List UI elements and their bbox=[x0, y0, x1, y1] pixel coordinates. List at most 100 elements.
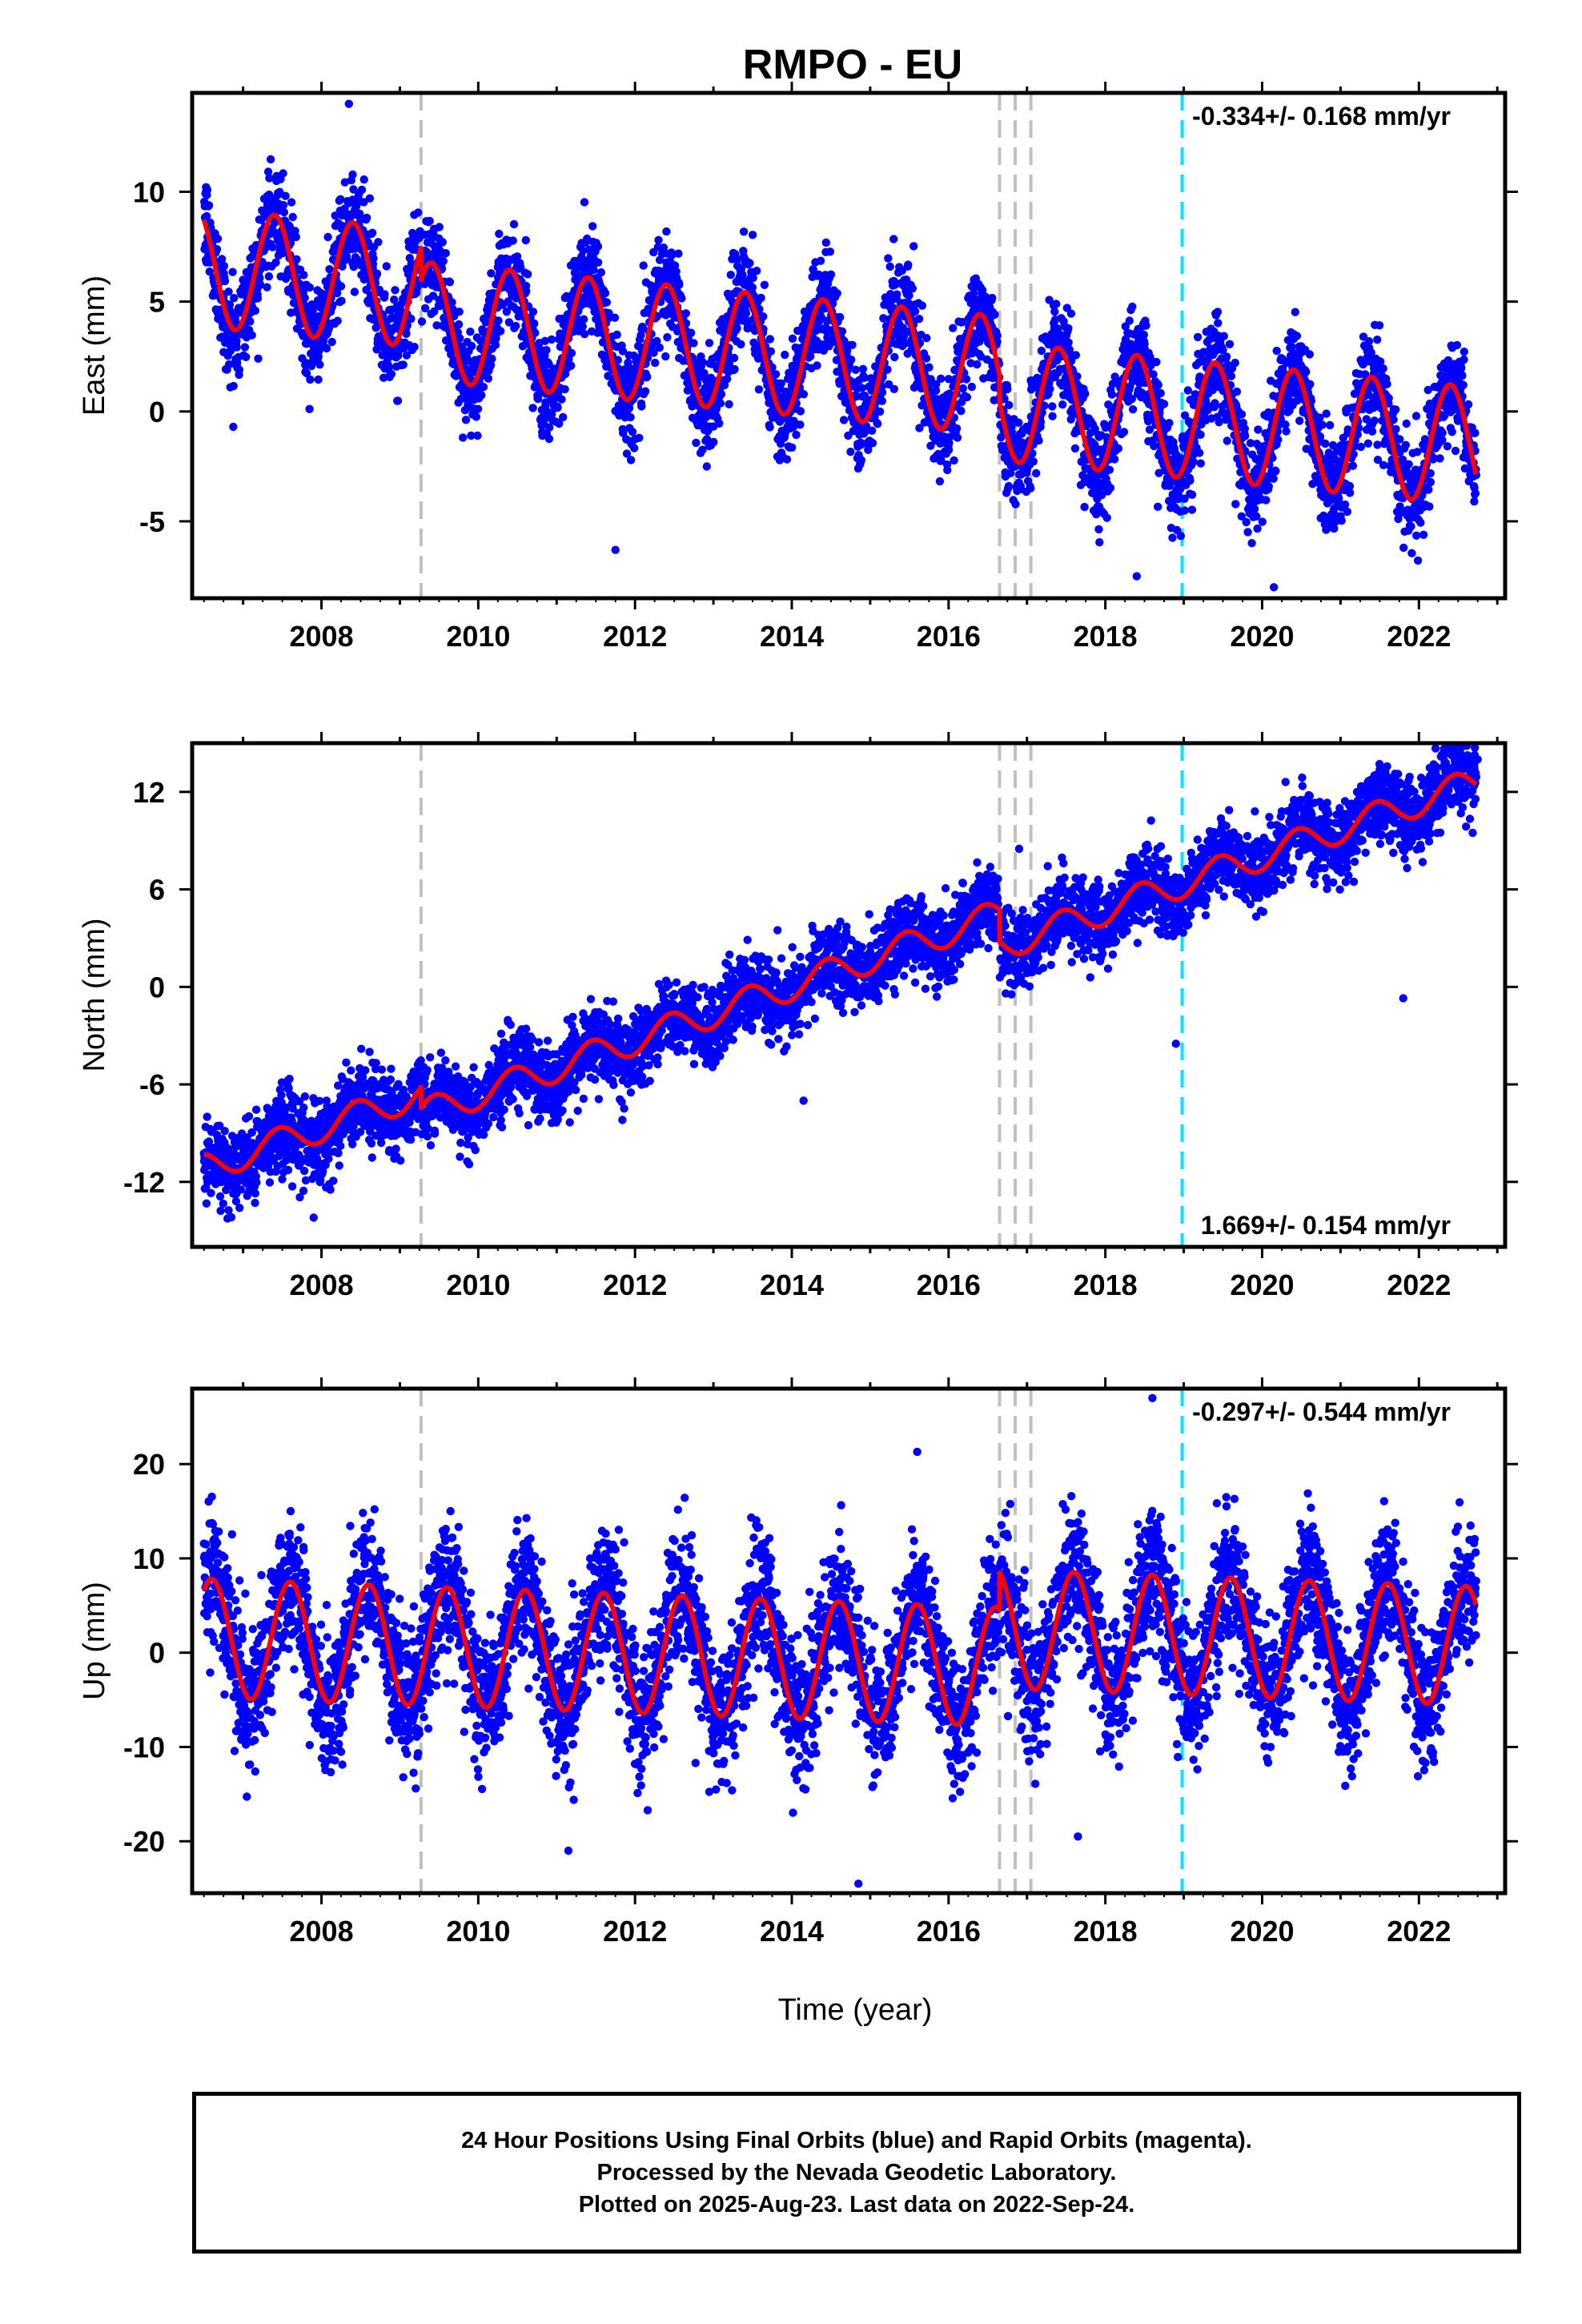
data-point bbox=[857, 384, 866, 392]
data-point bbox=[1264, 482, 1274, 491]
data-point bbox=[1231, 500, 1240, 509]
data-point bbox=[723, 375, 732, 384]
data-point bbox=[540, 336, 550, 345]
data-point bbox=[287, 198, 296, 207]
data-point bbox=[1302, 368, 1311, 376]
data-point bbox=[917, 301, 927, 310]
data-point bbox=[957, 407, 966, 416]
data-point bbox=[1080, 502, 1089, 512]
data-point bbox=[1073, 372, 1082, 381]
data-point bbox=[836, 312, 845, 322]
data-point bbox=[461, 416, 471, 424]
data-point bbox=[441, 249, 450, 258]
data-point bbox=[384, 363, 394, 372]
data-point bbox=[220, 276, 230, 286]
data-point bbox=[391, 286, 400, 295]
data-point bbox=[1186, 476, 1195, 485]
data-point bbox=[692, 438, 701, 448]
data-point bbox=[967, 382, 977, 392]
data-point bbox=[748, 231, 757, 239]
data-point bbox=[454, 320, 464, 329]
data-point bbox=[203, 211, 211, 221]
data-point bbox=[402, 351, 412, 360]
data-point bbox=[232, 343, 241, 352]
panels-layer: 2008 2010 2012 2014 2016 2018 2020 20221050-5Ea… bbox=[78, 82, 1518, 1948]
data-point bbox=[1389, 415, 1398, 424]
data-point bbox=[1168, 533, 1177, 542]
data-point bbox=[265, 174, 274, 183]
data-point bbox=[1048, 402, 1057, 411]
data-point bbox=[382, 262, 391, 271]
data-point bbox=[225, 300, 235, 309]
data-point bbox=[847, 356, 856, 364]
data-point bbox=[1064, 324, 1073, 333]
data-point bbox=[687, 328, 696, 337]
data-point bbox=[677, 294, 686, 303]
data-point bbox=[1094, 525, 1103, 534]
data-point bbox=[1219, 332, 1229, 340]
data-point bbox=[1125, 316, 1134, 325]
data-point bbox=[1004, 481, 1014, 491]
data-point bbox=[868, 439, 877, 448]
data-point bbox=[848, 340, 857, 349]
data-point bbox=[717, 390, 726, 399]
data-point bbox=[291, 232, 300, 242]
data-point bbox=[602, 298, 611, 307]
data-point bbox=[1243, 528, 1252, 537]
data-point bbox=[655, 343, 664, 352]
data-point bbox=[1142, 321, 1150, 330]
data-point bbox=[1272, 346, 1281, 356]
data-point bbox=[884, 254, 893, 263]
data-point bbox=[846, 448, 855, 456]
data-point bbox=[559, 412, 568, 422]
data-point bbox=[455, 308, 464, 316]
data-point bbox=[496, 327, 505, 336]
data-point bbox=[247, 331, 256, 340]
data-point bbox=[279, 207, 289, 217]
data-point bbox=[255, 274, 264, 283]
data-point bbox=[439, 256, 448, 266]
data-point bbox=[833, 289, 841, 298]
data-point bbox=[1223, 436, 1232, 445]
data-point bbox=[851, 365, 861, 374]
data-point bbox=[1340, 500, 1350, 509]
data-point bbox=[643, 372, 652, 381]
data-point bbox=[578, 322, 587, 331]
data-point bbox=[1128, 405, 1138, 414]
data-point bbox=[268, 243, 277, 251]
data-point bbox=[466, 328, 475, 336]
data-point bbox=[904, 260, 913, 269]
data-point bbox=[1046, 384, 1054, 393]
data-point bbox=[589, 265, 598, 275]
data-point bbox=[754, 385, 764, 394]
data-point bbox=[782, 455, 792, 464]
data-point bbox=[1391, 405, 1400, 414]
data-point bbox=[988, 293, 997, 303]
data-point bbox=[1105, 465, 1114, 474]
data-point bbox=[1356, 442, 1366, 452]
data-point bbox=[741, 309, 750, 318]
data-point bbox=[825, 247, 835, 256]
data-point bbox=[1037, 346, 1046, 356]
data-point bbox=[875, 407, 885, 416]
data-point bbox=[626, 412, 635, 422]
data-point bbox=[232, 336, 241, 345]
data-point bbox=[305, 283, 314, 292]
data-point bbox=[512, 305, 521, 315]
data-point bbox=[962, 392, 972, 402]
data-point bbox=[1048, 412, 1057, 420]
data-point bbox=[336, 282, 346, 291]
data-point bbox=[1282, 427, 1291, 436]
data-point bbox=[689, 339, 698, 348]
data-point bbox=[1240, 432, 1250, 440]
data-point bbox=[407, 314, 416, 324]
data-point bbox=[380, 290, 389, 299]
data-point bbox=[1214, 319, 1223, 328]
data-point bbox=[1026, 484, 1035, 493]
data-point bbox=[1391, 424, 1400, 434]
data-point bbox=[544, 434, 554, 444]
data-point bbox=[473, 404, 483, 413]
data-point bbox=[402, 329, 411, 338]
data-point bbox=[264, 272, 274, 281]
data-point bbox=[821, 238, 831, 247]
